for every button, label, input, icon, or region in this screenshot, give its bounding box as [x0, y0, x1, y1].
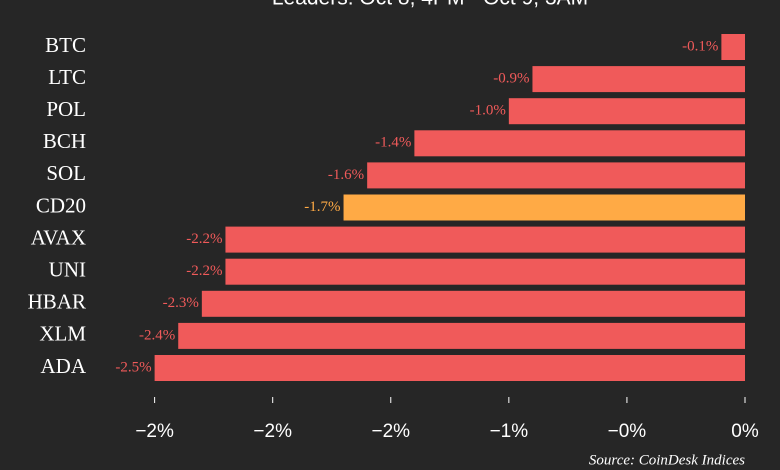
value-label: -0.1% — [682, 38, 718, 54]
category-label: AVAX — [31, 225, 86, 249]
value-label: -2.3% — [163, 295, 199, 311]
bar — [721, 34, 745, 60]
category-label: UNI — [49, 258, 86, 282]
bar — [508, 98, 745, 125]
value-label: -1.6% — [328, 167, 364, 183]
bar — [225, 226, 745, 253]
value-label: -2.5% — [115, 359, 151, 375]
category-label: XLM — [39, 322, 86, 346]
bar — [343, 194, 745, 221]
source-note: Source: CoinDesk Indices — [589, 452, 745, 468]
category-label: BTC — [45, 33, 86, 57]
bar — [414, 130, 745, 157]
category-label: SOL — [46, 161, 86, 185]
x-tick-label: −2% — [371, 421, 410, 442]
x-tick-label: 0% — [731, 421, 759, 442]
x-tick-label: −2% — [135, 421, 174, 442]
category-label: HBAR — [28, 290, 86, 314]
value-label: -1.4% — [375, 135, 411, 151]
bar — [367, 162, 745, 189]
bar — [225, 258, 745, 285]
x-tick-label: −0% — [608, 421, 647, 442]
value-label: -2.2% — [186, 263, 222, 279]
category-label: POL — [46, 97, 86, 121]
bar — [201, 290, 745, 317]
value-label: -1.0% — [470, 103, 506, 119]
category-label: CD20 — [36, 193, 86, 217]
value-label: -2.4% — [139, 327, 175, 343]
bar — [178, 322, 745, 349]
value-label: -1.7% — [304, 199, 340, 215]
category-label: ADA — [41, 354, 87, 378]
bar — [532, 66, 745, 93]
category-label: BCH — [43, 129, 86, 153]
bar — [154, 355, 746, 381]
value-label: -0.9% — [493, 71, 529, 87]
x-tick-label: −1% — [490, 421, 529, 442]
x-tick-label: −2% — [253, 421, 292, 442]
chart-title: Leaders: Oct 8, 4PM - Oct 9, 3AM — [272, 0, 588, 10]
category-label: LTC — [48, 65, 86, 89]
value-label: -2.2% — [186, 231, 222, 247]
